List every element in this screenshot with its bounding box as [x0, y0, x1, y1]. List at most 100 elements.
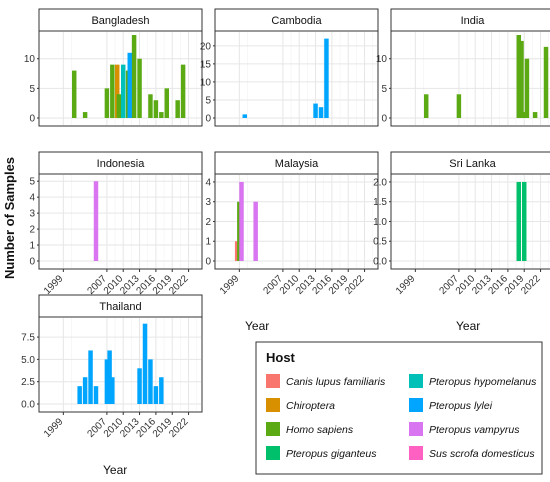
bar [516, 181, 522, 261]
facet-title: Cambodia [271, 15, 322, 27]
facet-title: India [461, 15, 486, 27]
legend: Host Canis lupus familiaris Chiroptera Homo… [255, 341, 543, 475]
bar [521, 112, 527, 118]
y-tick-label: 1 [205, 237, 211, 248]
bar [175, 100, 180, 118]
y-tick-label: 0 [205, 114, 211, 125]
bar [318, 107, 324, 118]
bar [104, 88, 110, 118]
y-tick-label: 10 [376, 54, 388, 65]
x-tick-label: 2022 [519, 273, 543, 297]
y-tick-label: 3 [29, 209, 35, 220]
y-tick-label: 3 [205, 197, 211, 208]
legend-swatch [409, 446, 423, 460]
bar [153, 386, 159, 404]
bar [516, 35, 522, 118]
y-tick-label: 15 [200, 59, 212, 70]
y-tick-label: 2.5 [21, 377, 35, 388]
y-tick-label: 5 [381, 84, 387, 95]
bar [148, 94, 153, 118]
legend-title: Host [266, 350, 296, 365]
bar [127, 52, 132, 118]
x-tick-label: 2022 [343, 273, 367, 297]
y-tick-label: 4 [29, 193, 35, 204]
legend-swatch [409, 374, 423, 388]
y-tick-label: 0 [381, 114, 387, 125]
bar [120, 64, 126, 118]
x-tick-label: 2022 [167, 416, 191, 440]
x-tick-label: 1999 [42, 273, 66, 297]
y-tick-label: 1.0 [373, 217, 387, 228]
bar [253, 201, 258, 261]
bar [164, 88, 170, 118]
facet-panel: Bangladesh 0 5 10 [24, 8, 203, 127]
legend-label: Homo sapiens [286, 424, 354, 436]
y-tick-label: 0.0 [373, 257, 387, 268]
y-tick-label: 0 [29, 257, 35, 268]
x-axis-label: Year [245, 319, 269, 333]
legend-swatch [409, 422, 423, 436]
bar [153, 100, 159, 118]
bar [71, 70, 77, 118]
bar [93, 386, 99, 404]
legend-swatch [266, 374, 280, 388]
bar [137, 58, 142, 118]
bar [239, 181, 244, 261]
bar [104, 359, 110, 404]
y-tick-label: 10 [200, 77, 212, 88]
x-tick-label: 1999 [42, 416, 66, 440]
y-tick-label: 2 [29, 225, 35, 236]
bar [532, 112, 538, 118]
facet-title: Thailand [99, 301, 141, 313]
legend-swatch [266, 446, 280, 460]
legend-label: Pteropus vampyrus [429, 424, 520, 436]
y-tick-label: 0.5 [373, 237, 387, 248]
facet-panel: Cambodia 0 5 10 15 20 [200, 8, 379, 127]
facet-title: Malaysia [275, 158, 319, 170]
bar [110, 64, 115, 118]
y-tick-label: 2 [205, 217, 211, 228]
y-tick-label: 4 [205, 177, 211, 188]
bar [148, 359, 153, 404]
legend-label: Sus scrofa domesticus [429, 448, 535, 460]
bar [77, 386, 82, 404]
x-tick-label: 2022 [167, 273, 191, 297]
bar [524, 58, 530, 118]
facet-title: Bangladesh [91, 15, 149, 27]
bar [543, 46, 549, 118]
plot-area [38, 173, 203, 270]
bar [82, 377, 88, 404]
legend-label: Pteropus giganteus [286, 448, 377, 460]
y-tick-label: 2.0 [373, 177, 387, 188]
legend-box [255, 341, 543, 475]
y-tick-label: 0 [205, 257, 211, 268]
bar [180, 64, 186, 118]
y-tick-label: 0.0 [21, 400, 35, 411]
legend-label: Pteropus hypomelanus [429, 376, 537, 388]
bar [159, 112, 164, 118]
bar [88, 350, 93, 404]
legend-label: Canis lupus familiaris [286, 376, 386, 388]
y-tick-label: 0 [29, 114, 35, 125]
plot-area [38, 316, 203, 413]
bar [521, 181, 527, 261]
bar [131, 35, 137, 118]
y-tick-label: 20 [200, 41, 212, 52]
bar [107, 350, 112, 404]
bar [82, 112, 88, 118]
bar [313, 103, 318, 118]
bar [456, 94, 462, 118]
bar [519, 40, 524, 118]
bar [142, 323, 148, 404]
x-tick-label: 1999 [218, 273, 242, 297]
bar [324, 38, 329, 118]
y-tick-label: 1.5 [373, 197, 387, 208]
bar [115, 64, 120, 118]
x-tick-label: 1999 [394, 273, 418, 297]
legend-label: Chiroptera [286, 400, 335, 412]
